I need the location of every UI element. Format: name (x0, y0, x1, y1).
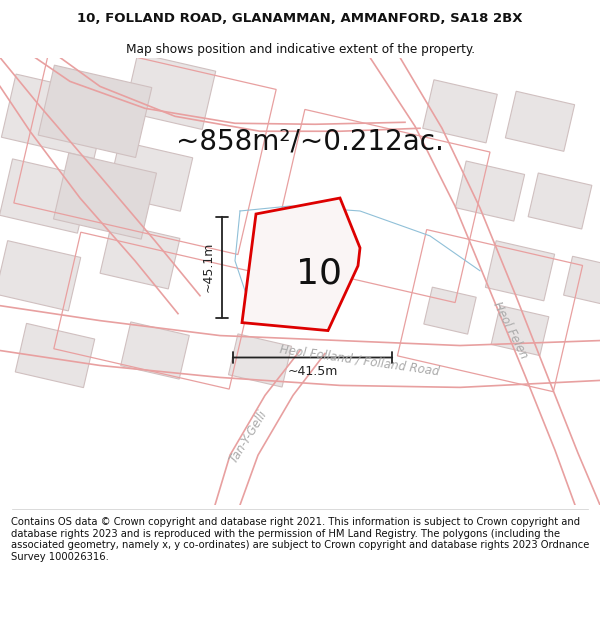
Polygon shape (15, 323, 95, 388)
Polygon shape (229, 334, 292, 387)
Polygon shape (505, 91, 575, 151)
Text: 10, FOLLAND ROAD, GLANAMMAN, AMMANFORD, SA18 2BX: 10, FOLLAND ROAD, GLANAMMAN, AMMANFORD, … (77, 11, 523, 24)
Polygon shape (53, 153, 157, 239)
Polygon shape (424, 287, 476, 334)
Polygon shape (491, 306, 549, 356)
Polygon shape (0, 241, 81, 311)
Text: Tan-Y-Gelli: Tan-Y-Gelli (227, 408, 269, 466)
Polygon shape (121, 322, 189, 379)
Text: ~41.5m: ~41.5m (287, 365, 338, 378)
Polygon shape (528, 173, 592, 229)
Polygon shape (242, 198, 360, 331)
Polygon shape (1, 74, 109, 159)
Polygon shape (38, 65, 152, 158)
Text: Contains OS data © Crown copyright and database right 2021. This information is : Contains OS data © Crown copyright and d… (11, 517, 589, 562)
Text: Heol Felen: Heol Felen (490, 300, 530, 361)
Polygon shape (455, 161, 524, 221)
Text: 10: 10 (296, 256, 342, 290)
Polygon shape (423, 80, 497, 143)
Polygon shape (485, 241, 554, 301)
Text: ~45.1m: ~45.1m (202, 242, 215, 292)
Polygon shape (124, 53, 216, 129)
Polygon shape (563, 256, 600, 305)
Text: Map shows position and indicative extent of the property.: Map shows position and indicative extent… (125, 43, 475, 56)
Text: ~858m²/~0.212ac.: ~858m²/~0.212ac. (176, 127, 444, 155)
Polygon shape (0, 159, 91, 233)
Polygon shape (100, 222, 180, 289)
Text: Heol Folland / Folland Road: Heol Folland / Folland Road (279, 343, 441, 378)
Polygon shape (107, 141, 193, 211)
